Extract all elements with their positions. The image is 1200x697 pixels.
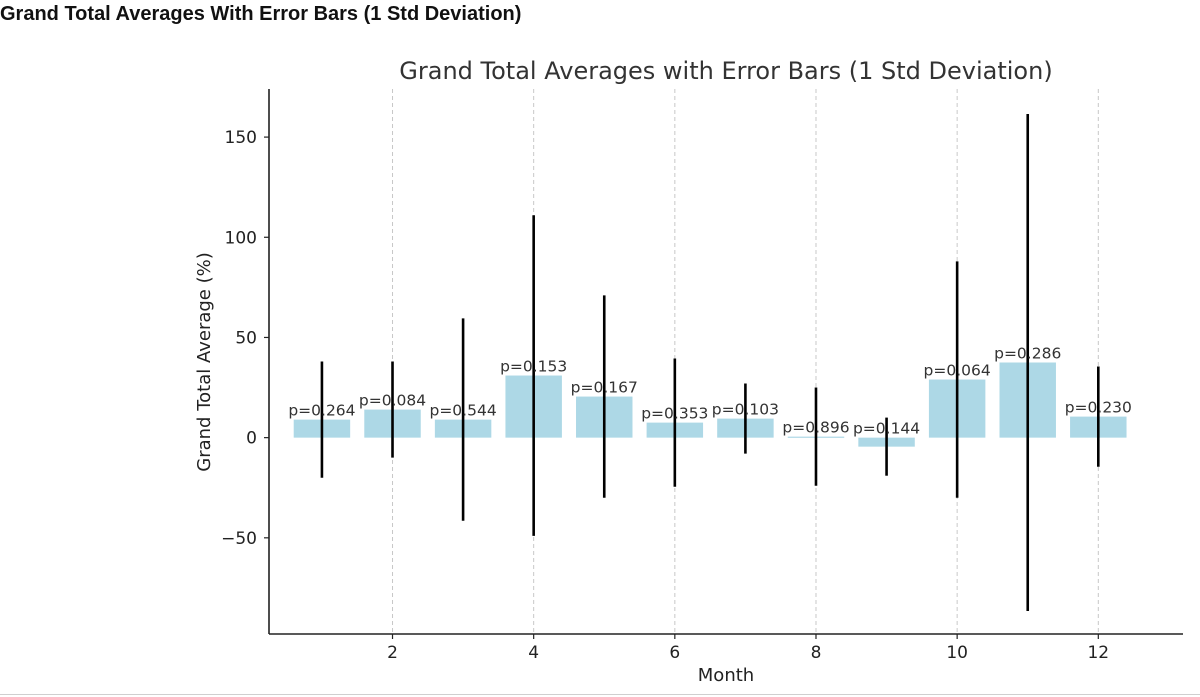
bottom-divider (0, 694, 1200, 695)
data-label-month-12: p=0.230 (1065, 399, 1132, 417)
data-label-month-4: p=0.153 (500, 358, 567, 376)
x-tick-label-10: 10 (946, 643, 968, 663)
data-label-month-8: p=0.896 (782, 419, 849, 437)
x-tick-label-6: 6 (669, 643, 680, 663)
data-label-month-2: p=0.084 (359, 392, 426, 410)
page-heading: Grand Total Averages With Error Bars (1 … (0, 3, 522, 25)
y-tick-label-50: 50 (235, 328, 257, 348)
x-axis-label: Month (698, 665, 754, 686)
data-label-month-6: p=0.353 (641, 405, 708, 423)
data-label-month-11: p=0.286 (994, 345, 1061, 363)
grid-lines (392, 89, 1099, 634)
data-label-month-10: p=0.064 (924, 362, 991, 380)
data-label-month-3: p=0.544 (429, 402, 496, 420)
axes: 2 4 6 8 10 12 −50 0 50 100 150 (221, 89, 1183, 663)
data-label-month-5: p=0.167 (571, 379, 638, 397)
x-tick-label-12: 12 (1087, 643, 1109, 663)
data-label-month-1: p=0.264 (288, 402, 355, 420)
y-tick-label-0: 0 (246, 429, 257, 449)
y-axis-label: Grand Total Average (%) (194, 252, 215, 471)
x-tick-label-2: 2 (387, 643, 398, 663)
data-label-month-7: p=0.103 (712, 401, 779, 419)
x-tick-label-8: 8 (811, 643, 822, 663)
data-label-month-9: p=0.144 (853, 420, 920, 438)
chart-title: Grand Total Averages with Error Bars (1 … (399, 57, 1052, 85)
error-bars (320, 114, 1100, 611)
y-tick-label-100: 100 (225, 228, 257, 248)
y-tick-label-150: 150 (225, 128, 257, 148)
y-tick-label--50: −50 (221, 529, 257, 549)
x-tick-label-4: 4 (528, 643, 539, 663)
